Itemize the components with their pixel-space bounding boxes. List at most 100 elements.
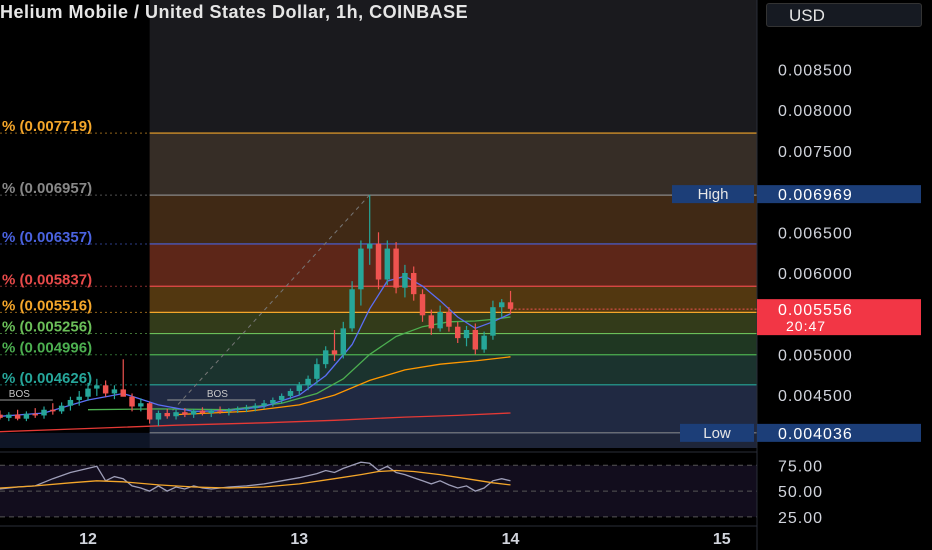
candle-body xyxy=(252,405,258,409)
rsi-line xyxy=(0,461,511,492)
price-tick-label: 0.008000 xyxy=(778,103,853,120)
candle-body xyxy=(208,410,214,413)
candle-body xyxy=(314,364,320,379)
candle-body xyxy=(446,312,452,327)
fib-zone xyxy=(149,384,758,433)
fib-level-label: % (0.007719) xyxy=(2,118,92,135)
candle-body xyxy=(349,289,355,329)
candle-body xyxy=(199,410,206,413)
price-axis: 0.008500 0.008000 0.007500 0.006500 0.006000… xyxy=(510,0,932,550)
candle-body xyxy=(111,389,118,394)
candle-body xyxy=(138,403,144,407)
ma-long-line xyxy=(175,356,511,416)
high-price-tag xyxy=(757,185,921,204)
candle-body xyxy=(120,389,126,397)
candle-body xyxy=(358,248,364,290)
candle-body xyxy=(190,410,197,415)
candle-body xyxy=(384,248,391,280)
session-highlight xyxy=(149,0,758,448)
price-tick-label: 0.004500 xyxy=(778,388,853,405)
price-tick-label: 0.006000 xyxy=(778,266,853,283)
fib-level-label: % (0.004626) xyxy=(2,370,92,387)
candle-body xyxy=(454,326,461,339)
candle-body xyxy=(85,388,91,397)
fib-zone xyxy=(149,243,758,287)
current-price-tag xyxy=(757,299,921,336)
currency-selector[interactable]: USD xyxy=(766,3,922,27)
candle-body xyxy=(50,409,56,412)
candle-body xyxy=(507,302,514,309)
candle-body xyxy=(481,335,487,350)
price-tick-label: 0.007500 xyxy=(778,144,853,161)
price-tick-label: 0.006500 xyxy=(778,225,853,242)
candle-body xyxy=(102,385,109,394)
fib-zone xyxy=(149,312,758,334)
candles xyxy=(0,194,514,427)
candle-body xyxy=(6,414,12,418)
candle-body xyxy=(32,413,38,416)
time-tick-label: 15 xyxy=(713,531,731,548)
price-tick-label: 0.005000 xyxy=(778,347,853,364)
bos-label-right: BOS xyxy=(207,389,228,400)
candle-body xyxy=(217,410,223,412)
candle-body xyxy=(322,350,329,365)
candle-body xyxy=(173,412,179,417)
high-price-value: 0.006969 xyxy=(778,187,853,204)
candle-body xyxy=(182,412,188,415)
time-tick-label: 14 xyxy=(502,531,520,548)
candle-body xyxy=(94,385,100,389)
candle-body xyxy=(428,315,435,329)
low-tag xyxy=(680,423,754,442)
fib-zone xyxy=(149,133,758,196)
candle-body xyxy=(331,350,338,355)
fib-level-label: % (0.005837) xyxy=(2,271,92,288)
candle-body xyxy=(340,328,347,355)
candle-body xyxy=(278,395,285,400)
candle-body xyxy=(146,403,153,420)
rsi-tick-label: 25.00 xyxy=(778,510,823,527)
current-price-value: 0.005556 xyxy=(778,302,853,319)
candle-body xyxy=(0,414,3,418)
candle-body xyxy=(419,294,426,316)
candle-body xyxy=(243,408,250,410)
rsi-pane xyxy=(0,451,757,518)
annotations: BOS BOS xyxy=(0,389,256,401)
fib-level-label: % (0.005516) xyxy=(2,297,92,314)
ma-short-line xyxy=(0,275,511,417)
rsi-tick-label: 75.00 xyxy=(778,458,823,475)
rsi-ma-line xyxy=(0,469,511,489)
low-label: Low xyxy=(703,425,731,442)
low-price-tag xyxy=(757,423,921,442)
axis-background xyxy=(757,0,932,550)
candle-body xyxy=(402,273,408,288)
candle-body xyxy=(375,243,382,280)
fib-zone xyxy=(149,333,758,355)
bos-label-left: BOS xyxy=(9,389,30,400)
chart-title: Helium Mobile / United States Dollar, 1h… xyxy=(0,2,469,22)
candle-body xyxy=(226,409,232,412)
time-tick-label: 12 xyxy=(79,531,97,548)
fib-zone xyxy=(149,286,758,313)
time-tick-label: 13 xyxy=(290,531,308,548)
candle-body xyxy=(305,378,311,386)
candle-body xyxy=(463,329,470,339)
fib-anchor-line xyxy=(166,194,371,417)
candle-body xyxy=(58,405,65,412)
candle-body xyxy=(23,413,30,419)
countdown-label: 20:47 xyxy=(786,318,826,334)
candle-body xyxy=(472,329,479,350)
fib-retracement: % (0.007719) % (0.006957) % (0.006357) % (0… xyxy=(0,0,758,448)
fib-zone xyxy=(149,195,758,244)
time-axis: 12 13 14 15 xyxy=(0,525,757,548)
high-label: High xyxy=(698,186,729,203)
candle-body xyxy=(296,385,303,392)
fib-level-label: % (0.006957) xyxy=(2,180,92,197)
candle-body xyxy=(129,396,135,407)
fib-zone xyxy=(149,354,758,385)
candle-body xyxy=(164,413,170,417)
candle-body xyxy=(393,248,399,288)
candle-body xyxy=(41,409,47,416)
candle-body xyxy=(234,408,241,411)
